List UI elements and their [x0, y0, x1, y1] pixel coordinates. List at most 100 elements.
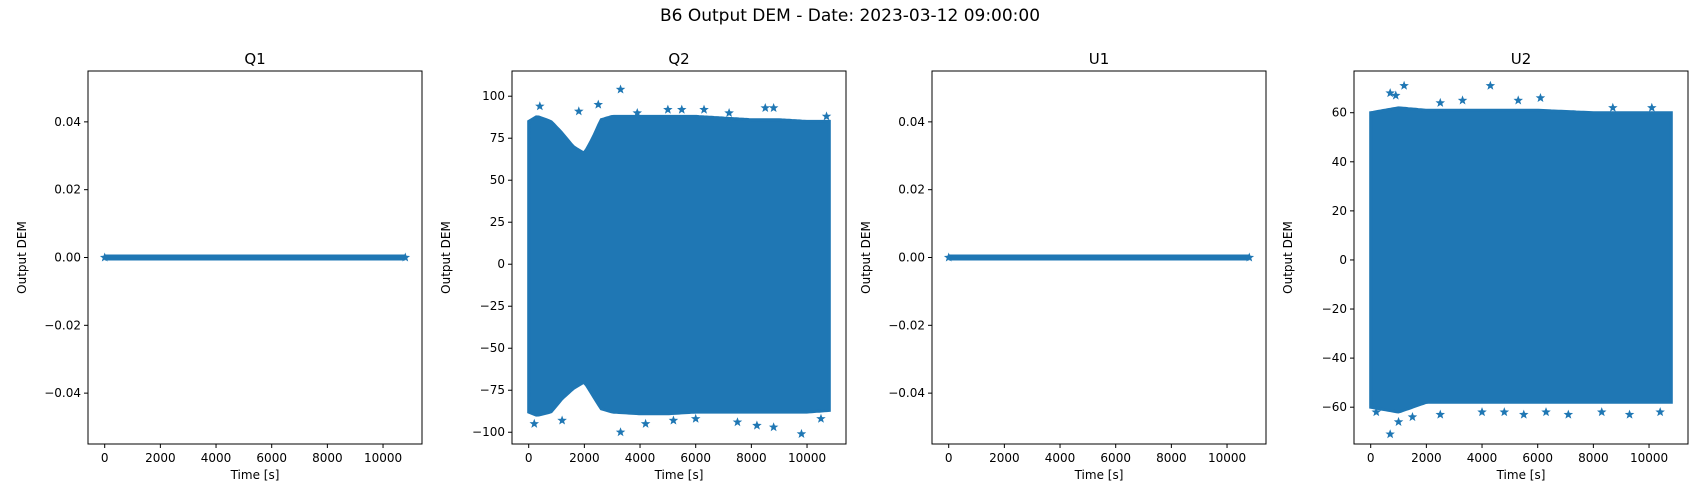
y-tick-label: 0.04 — [898, 115, 925, 129]
x-tick-label: 8000 — [736, 451, 767, 465]
x-axis-label: Time [s] — [654, 468, 704, 482]
data-point — [400, 252, 411, 262]
data-point — [1499, 407, 1510, 417]
data-point — [1399, 80, 1409, 90]
data-point — [640, 418, 651, 428]
scatter-band — [1369, 106, 1673, 414]
data-point — [1477, 407, 1487, 417]
y-tick-label: 20 — [1332, 204, 1347, 218]
x-tick-label: 4000 — [625, 451, 656, 465]
subplot-title: Q1 — [244, 50, 265, 68]
subplot-title: Q2 — [668, 50, 689, 68]
data-point — [1391, 90, 1401, 100]
data-point — [663, 104, 673, 114]
x-tick-label: 10000 — [1630, 451, 1668, 465]
y-tick-label: 0 — [497, 257, 505, 271]
data-point — [1597, 407, 1607, 417]
data-point — [1457, 95, 1468, 105]
x-tick-label: 0 — [101, 451, 109, 465]
y-tick-label: −0.04 — [44, 386, 81, 400]
y-tick-label: 0 — [1339, 253, 1347, 267]
data-point — [1435, 97, 1445, 107]
data-point — [1407, 412, 1418, 422]
data-point — [796, 428, 807, 438]
data-point — [557, 415, 567, 425]
y-tick-label: −50 — [480, 341, 505, 355]
y-tick-label: 60 — [1332, 106, 1347, 120]
x-tick-label: 0 — [1367, 451, 1375, 465]
x-tick-label: 10000 — [788, 451, 826, 465]
x-tick-label: 4000 — [1045, 451, 1076, 465]
data-point — [943, 252, 954, 262]
data-point — [632, 108, 642, 117]
x-axis-label: Time [s] — [230, 468, 280, 482]
data-point — [574, 106, 584, 116]
y-tick-label: −25 — [480, 299, 505, 313]
scatter-band — [527, 114, 831, 417]
subplot-q1: 0 2000 4000 6000 8000 10000 −0.04 −0.02 0.00 0.02… — [15, 50, 423, 482]
x-tick-label: 8000 — [1578, 451, 1609, 465]
y-tick-label: 75 — [490, 131, 505, 145]
y-axis-label: Output DEM — [1281, 221, 1295, 294]
scatter-band — [104, 254, 406, 261]
data-point — [1535, 93, 1546, 102]
x-tick-label: 4000 — [1467, 451, 1498, 465]
data-point — [1519, 409, 1529, 419]
data-point — [1608, 102, 1618, 112]
data-point — [732, 417, 743, 427]
axes-frame — [1353, 70, 1689, 445]
subplot-title: U1 — [1089, 50, 1110, 68]
y-tick-label: −20 — [1322, 302, 1347, 316]
x-tick-label: 6000 — [680, 451, 711, 465]
data-point — [1655, 407, 1665, 417]
x-tick-label: 2000 — [569, 451, 600, 465]
data-point — [593, 99, 603, 109]
y-tick-label: 100 — [482, 89, 505, 103]
data-point — [1563, 409, 1574, 419]
data-point — [1393, 416, 1404, 426]
data-point — [699, 104, 709, 114]
data-point — [668, 415, 679, 425]
y-tick-label: 0.02 — [898, 183, 925, 197]
y-axis-label: Output DEM — [859, 221, 873, 294]
x-axis-label: Time [s] — [1074, 468, 1124, 482]
data-point — [816, 413, 826, 423]
data-point — [768, 103, 779, 112]
data-point — [1385, 88, 1395, 98]
y-tick-label: −75 — [480, 383, 505, 397]
data-point — [535, 101, 545, 111]
x-tick-label: 6000 — [256, 451, 287, 465]
x-axis-label: Time [s] — [1496, 468, 1546, 482]
data-point — [752, 420, 762, 430]
y-tick-label: −0.02 — [44, 318, 81, 332]
y-tick-label: 40 — [1332, 155, 1347, 169]
data-point — [677, 104, 687, 114]
data-point — [1541, 407, 1551, 417]
data-point — [724, 108, 734, 117]
data-point — [760, 103, 770, 112]
x-tick-label: 2000 — [989, 451, 1020, 465]
data-point — [690, 413, 701, 423]
y-tick-label: −0.04 — [888, 386, 925, 400]
y-tick-label: −100 — [472, 425, 505, 439]
x-tick-label: 2000 — [145, 451, 176, 465]
data-point — [768, 422, 779, 432]
data-point — [529, 418, 539, 428]
y-tick-label: −60 — [1322, 400, 1347, 414]
data-point — [821, 111, 832, 121]
y-tick-label: −40 — [1322, 351, 1347, 365]
data-point — [1371, 407, 1381, 417]
data-point — [615, 427, 626, 437]
data-point — [1485, 80, 1496, 90]
data-point — [1435, 409, 1445, 419]
x-tick-label: 6000 — [1522, 451, 1553, 465]
data-point — [615, 84, 626, 94]
data-point — [1513, 95, 1523, 105]
x-tick-label: 10000 — [364, 451, 402, 465]
x-tick-label: 10000 — [1208, 451, 1246, 465]
y-tick-label: 25 — [490, 215, 505, 229]
y-tick-label: 0.04 — [54, 115, 81, 129]
x-tick-label: 4000 — [201, 451, 232, 465]
